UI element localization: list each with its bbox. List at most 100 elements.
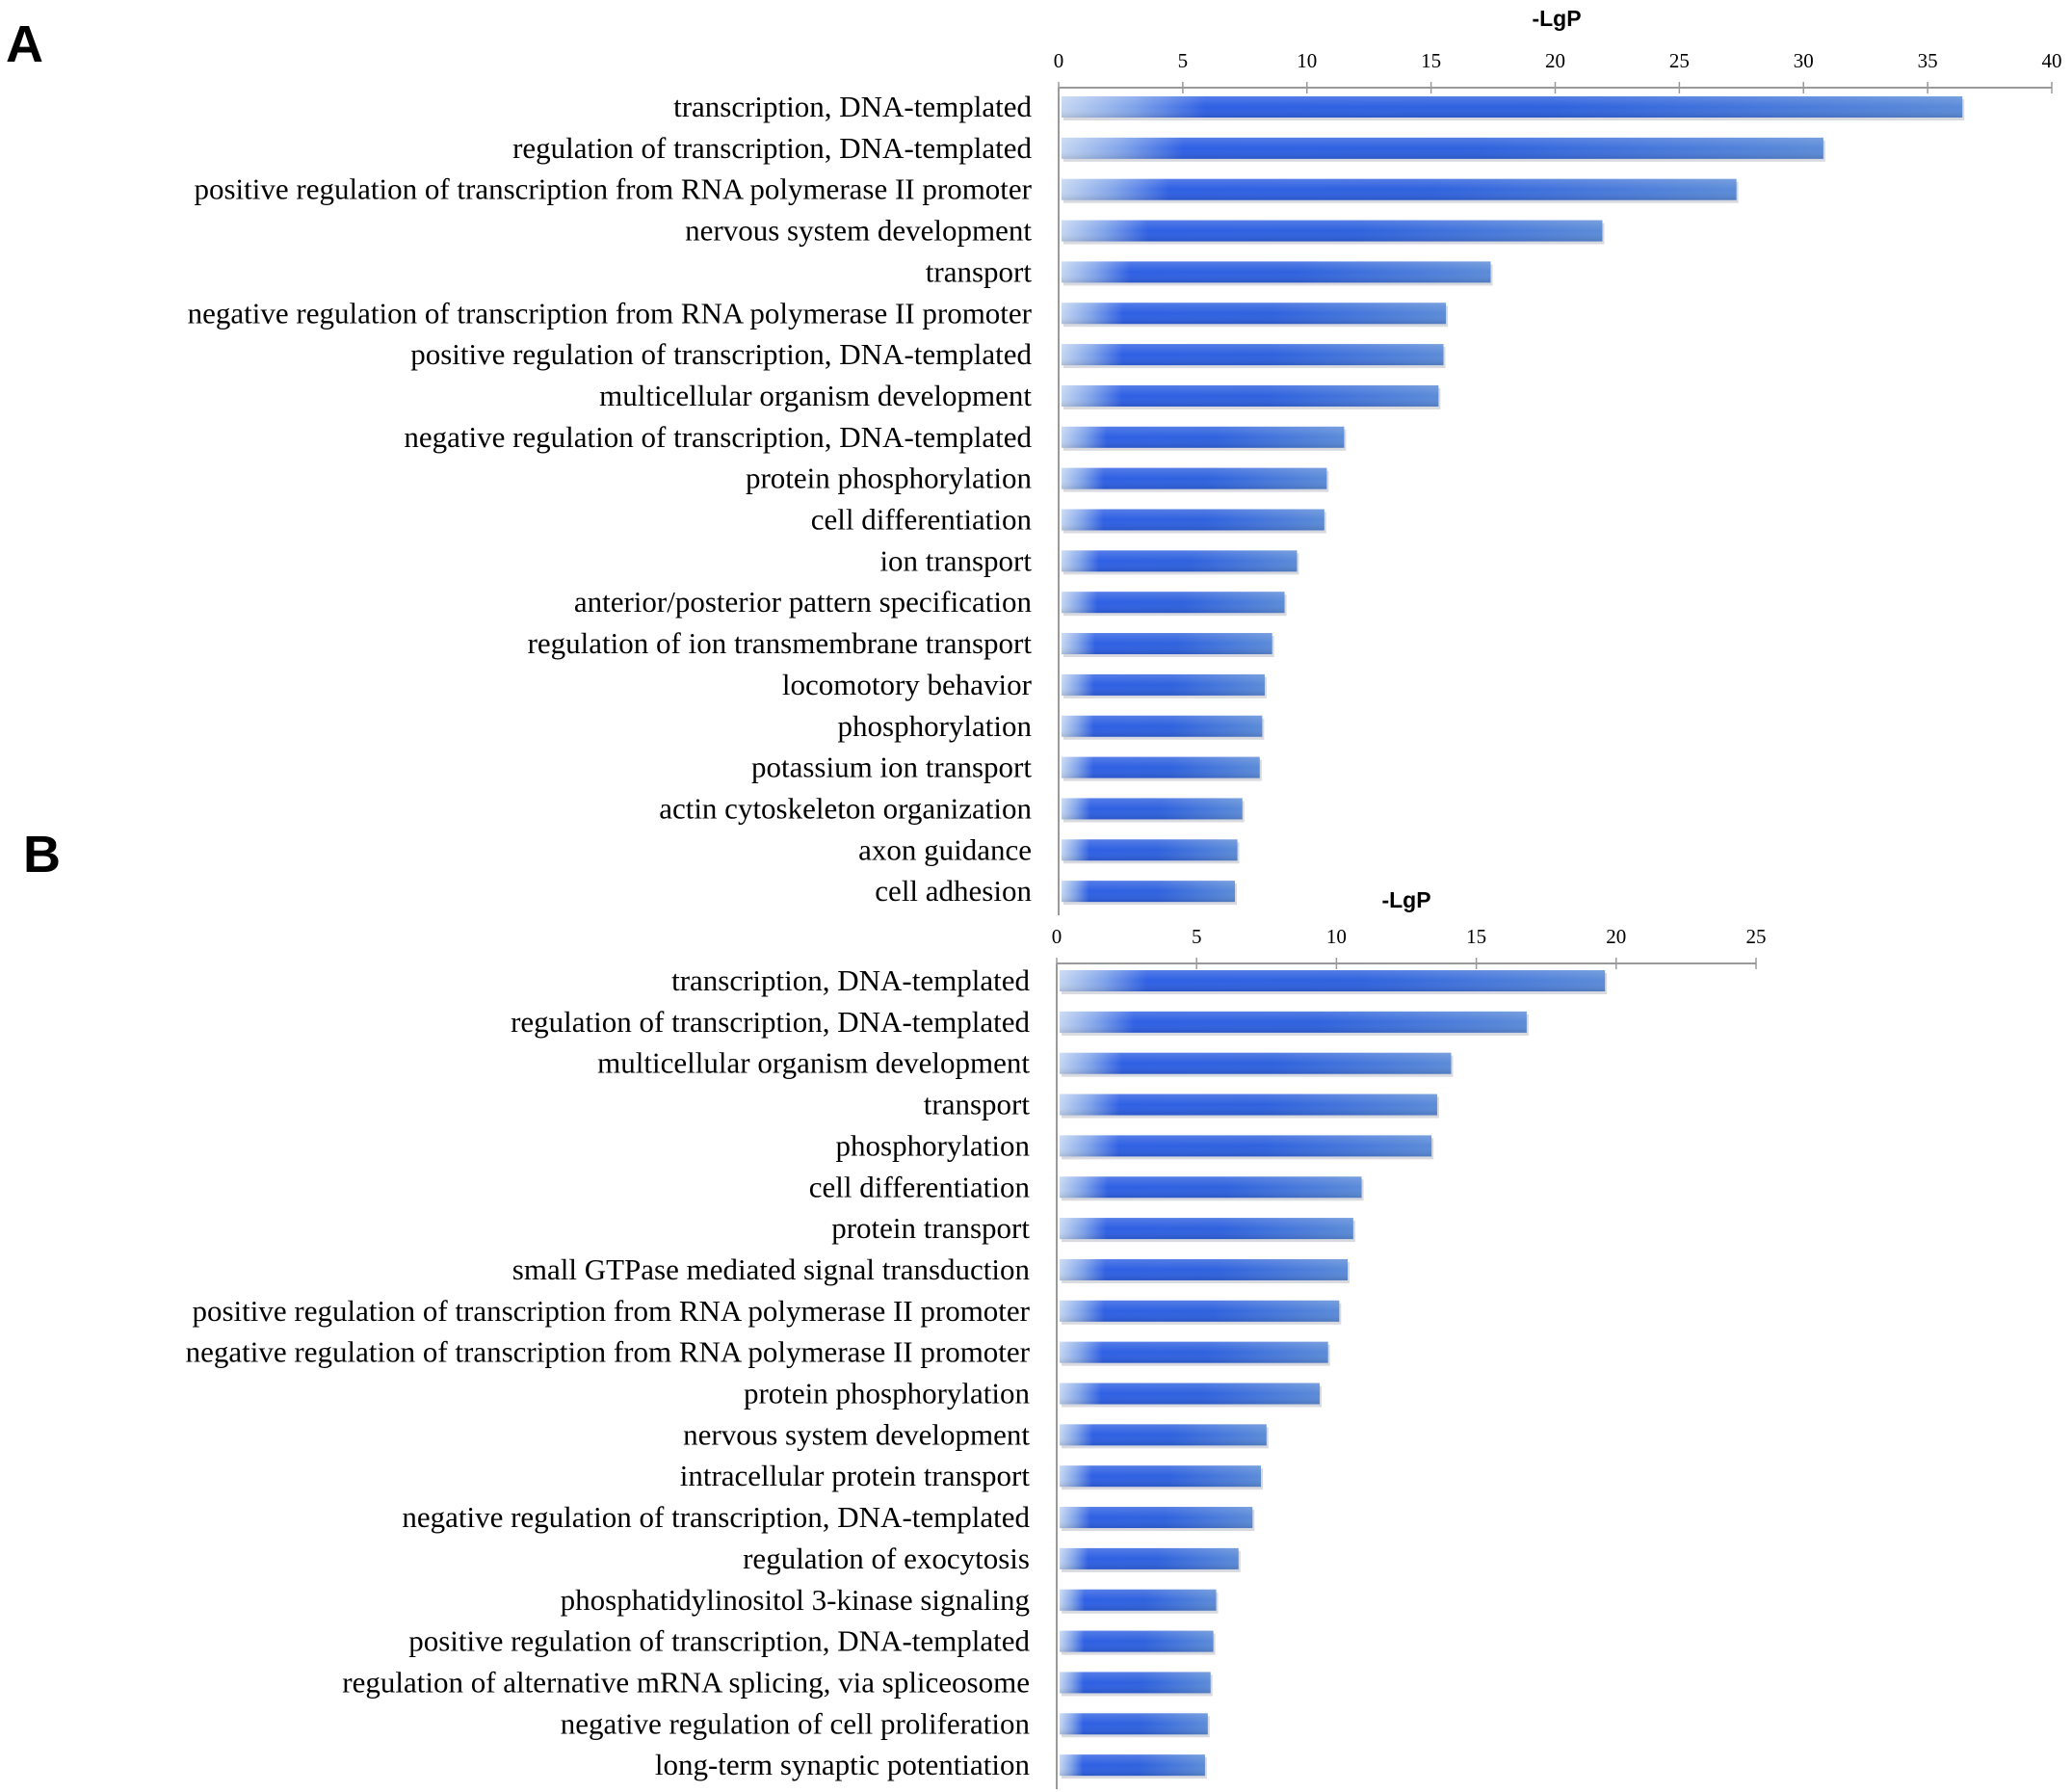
bar-highlight [1062,633,1272,655]
bar-highlight [1060,1218,1353,1240]
category-label: anterior/posterior pattern specification [574,585,1033,619]
axis-title: -LgP [1381,887,1430,912]
category-label: locomotory behavior [782,668,1033,701]
category-label: protein transport [831,1211,1030,1245]
bar-highlight [1062,839,1238,861]
bar-highlight [1060,1094,1437,1116]
category-label: cell differentiation [809,1170,1031,1203]
bar-highlight [1062,426,1345,448]
bar-highlight [1060,1424,1267,1446]
category-label: ion transport [879,543,1032,577]
panel-letter: A [6,15,43,73]
category-label: regulation of alternative mRNA splicing,… [342,1665,1030,1699]
bar-highlight [1062,509,1325,531]
bar-highlight [1060,1672,1211,1694]
bar-highlight [1060,1258,1349,1280]
category-label: transcription, DNA-templated [671,963,1030,997]
x-tick-label: 0 [1052,925,1062,948]
category-label: transcription, DNA-templated [673,90,1032,123]
bar-highlight [1060,1547,1239,1569]
bar-highlight [1062,384,1439,407]
bar-highlight [1062,261,1491,283]
bar-highlight [1062,344,1444,366]
category-label: potassium ion transport [751,751,1032,784]
category-label: nervous system development [685,214,1032,248]
category-label: phosphatidylinositol 3-kinase signaling [561,1583,1030,1617]
axis-title: -LgP [1532,6,1581,31]
category-label: negative regulation of transcription fro… [186,1335,1031,1369]
bar-highlight [1060,1011,1527,1033]
category-label: positive regulation of transcription fro… [194,172,1032,206]
bar-highlight [1062,592,1285,614]
bar-highlight [1062,303,1447,325]
bar-highlight [1062,715,1263,737]
bar-highlight [1060,1754,1205,1777]
x-tick-label: 5 [1178,49,1189,72]
category-label: negative regulation of transcription, DN… [404,420,1032,454]
category-label: cell differentiation [811,503,1033,537]
category-label: cell adhesion [875,874,1032,908]
category-label: multicellular organism development [597,1046,1030,1080]
chart-panel-b: B -LgP 0 5 10 15 20 25 transcription, DNA-templa… [23,826,1767,1790]
category-label: transport [924,1088,1031,1121]
category-label: negative regulation of transcription fro… [188,296,1033,329]
bar-highlight [1060,1589,1217,1611]
x-tick-label: 20 [1545,49,1565,72]
bar-highlight [1062,96,1963,118]
bar-highlight [1062,798,1243,820]
bar-highlight [1060,1135,1432,1157]
category-label: protein phosphorylation [744,1377,1031,1410]
bar-highlight [1060,1713,1208,1735]
category-label: positive regulation of transcription fro… [192,1294,1030,1328]
category-label: positive regulation of transcription, DN… [410,337,1032,371]
bar-highlight [1062,550,1298,572]
panel-letter: B [23,826,61,883]
category-label: actin cytoskeleton organization [659,791,1032,825]
bar-highlight [1060,1341,1328,1363]
category-label: regulation of ion transmembrane transpor… [528,626,1033,660]
category-label: small GTPase mediated signal transductio… [512,1252,1031,1286]
category-label: phosphorylation [838,709,1033,743]
bar-highlight [1060,970,1606,991]
x-tick-label: 5 [1192,925,1202,948]
bar-highlight [1060,1300,1340,1322]
category-label: regulation of transcription, DNA-templat… [512,131,1032,165]
category-label: intracellular protein transport [680,1459,1031,1492]
x-tick-label: 15 [1466,925,1486,948]
category-label: phosphorylation [836,1128,1031,1162]
category-label: transport [926,254,1033,288]
bar-highlight [1062,673,1265,696]
category-label: negative regulation of cell proliferatio… [561,1706,1031,1740]
chart-panel-a: A -LgP 0 5 10 15 20 25 30 35 40 transcription, DNA-… [6,6,2062,916]
category-label: regulation of exocytosis [743,1542,1030,1575]
x-tick-label: 10 [1326,925,1347,948]
x-tick-label: 25 [1669,49,1690,72]
category-label: multicellular organism development [599,379,1032,412]
category-label: long-term synaptic potentiation [655,1748,1031,1781]
bar-highlight [1062,137,1823,159]
category-label: axon guidance [858,832,1032,866]
bar-highlight [1062,756,1260,778]
x-tick-label: 20 [1606,925,1626,948]
bar-highlight [1062,467,1327,489]
bar-highlight [1060,1383,1320,1405]
bar-highlight [1062,881,1236,903]
x-tick-label: 40 [2042,49,2062,72]
category-label: nervous system development [683,1417,1030,1451]
bar-highlight [1060,1052,1452,1074]
x-tick-label: 15 [1421,49,1441,72]
bar-highlight [1062,178,1737,200]
bar-highlight [1060,1465,1261,1488]
x-tick-label: 0 [1054,49,1064,72]
x-tick-label: 25 [1746,925,1767,948]
bar-highlight [1060,1630,1214,1652]
category-label: protein phosphorylation [746,461,1033,495]
x-tick-label: 10 [1297,49,1317,72]
x-tick-label: 30 [1794,49,1814,72]
bar-highlight [1062,220,1603,242]
category-label: negative regulation of transcription, DN… [402,1500,1030,1534]
category-label: regulation of transcription, DNA-templat… [511,1005,1030,1039]
bar-highlight [1060,1507,1253,1529]
category-label: positive regulation of transcription, DN… [408,1624,1030,1658]
